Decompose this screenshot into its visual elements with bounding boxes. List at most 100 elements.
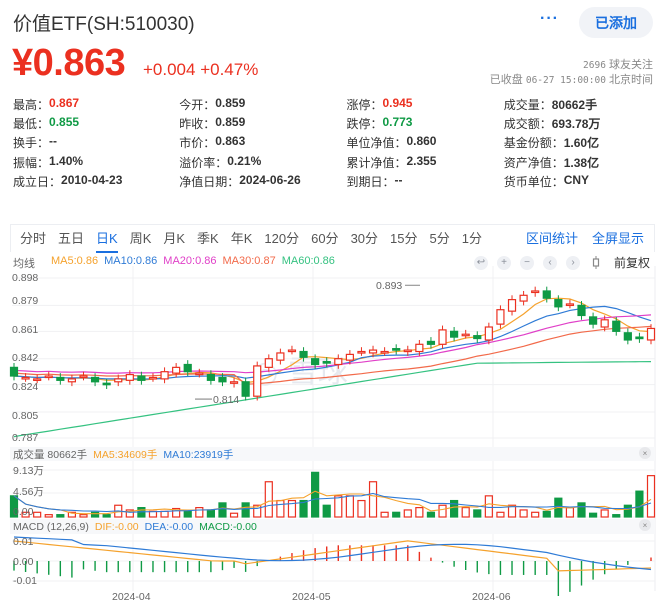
ma-legend-title: 均线 [13,258,35,270]
zoom-in-icon[interactable]: + [496,255,511,270]
ma5-value: MA5:0.86 [51,255,99,267]
quote-label: 货币单位： [503,174,564,189]
quote-cell: 溢价率： 0.21% [179,154,346,171]
period-tab[interactable]: 月K [163,230,186,246]
quote-cell: 基金份额： 1.60亿 [504,134,653,151]
period-tab[interactable]: 日K [96,225,118,253]
quote-label: 涨停： [346,98,383,113]
price-axis-label: 0.879 [12,295,39,307]
svg-text:0.814: 0.814 [213,394,239,406]
ma20-value: MA20:0.86 [163,255,217,267]
period-tab[interactable]: 120分 [264,230,300,246]
quote-label: 成交额： [503,117,552,132]
quote-label: 到期日： [346,174,395,189]
quote-label: 最低： [13,117,50,132]
quote-cell: 市价： 0.863 [179,134,346,151]
volume-axis-mid: 4.56万 [13,486,44,498]
volume-label: 成交量 80662手 [13,448,88,461]
quote-label: 成立日： [13,174,62,189]
quote-value: 0.773 [382,115,413,130]
quote-value: 2010-04-23 [61,172,123,187]
candle-style-icon[interactable] [589,256,603,270]
quote-label: 溢价率： [179,155,228,170]
zoom-out-icon[interactable]: − [519,255,534,270]
fullscreen-link[interactable]: 全屏显示 [591,231,644,246]
quote-label: 市价： [179,136,216,151]
quote-row: 最低： 0.855 昨收： 0.859 跌停： 0.773 成交额： 693.78万 [13,114,653,133]
quote-cell: 换手： -- [13,134,179,151]
quote-cell: 昨收： 0.859 [179,115,346,132]
market-timestamp: 06-27 15:00:00 [525,75,606,86]
market-status-label: 已收盘 [489,74,523,86]
quote-cell: 成立日： 2010-04-23 [13,173,179,190]
period-tab[interactable]: 15分 [390,230,418,246]
price-axis-label: 0.805 [12,410,39,422]
security-title: 价值ETF(SH:510030) [13,14,195,35]
quote-value: CNY [563,172,590,187]
quote-value: 2.355 [406,153,437,168]
price-adjust-select[interactable]: 前复权 [613,256,650,270]
scroll-right-icon[interactable]: › [565,255,580,270]
current-price: ¥0.863 [12,42,126,84]
macd-dif: DIF:-0.00 [94,520,139,533]
ma60-value: MA60:0.86 [281,255,335,267]
date-label: 2024-04 [112,591,151,603]
quote-cell: 成交量： 80662手 [504,96,653,113]
scroll-left-icon[interactable]: ‹ [542,255,557,270]
quote-label: 换手： [13,136,50,151]
period-tab[interactable]: 1分 [461,230,482,246]
period-tab[interactable]: 分时 [20,230,47,246]
quote-cell: 到期日： -- [346,173,503,190]
quote-cell: 成交额： 693.78万 [504,115,653,132]
quote-cell: 累计净值： 2.355 [346,154,503,171]
followers-info: 2696 球友关注 [583,56,653,72]
volume-header: 成交量 80662手 MA5:34609手 MA10:23919手 × [10,447,655,461]
period-tab[interactable]: 周K [129,230,152,246]
period-tab[interactable]: 季K [197,230,219,246]
macd-axis-top: 0.01 [13,536,34,548]
quote-label: 资产净值： [503,155,564,170]
date-label: 2024-05 [292,591,331,603]
quote-cell: 跌停： 0.773 [346,115,503,132]
quote-value: 1.40% [49,153,84,168]
period-tab[interactable]: 60分 [311,230,339,246]
close-macd-icon[interactable]: × [639,519,651,531]
timezone-label: 北京时间 [609,74,653,86]
volume-axis-zero: 0.00 [13,506,34,518]
volume-axis-top: 9.13万 [13,465,44,477]
period-tab[interactable]: 五日 [58,230,85,246]
price-axis-label: 0.842 [12,352,39,364]
chart-toolbar: ↩ + − ‹ › 前复权 [473,254,650,271]
macd-header: MACD (12,26,9) DIF:-0.00 DEA:-0.00 MACD:… [10,519,655,534]
undo-icon[interactable]: ↩ [473,255,488,270]
quote-label: 跌停： [346,117,383,132]
period-tab[interactable]: 5分 [429,230,450,246]
range-stats-link[interactable]: 区间统计 [525,231,578,246]
quote-value: 0.860 [406,134,437,149]
more-options-button[interactable]: ··· [540,10,559,27]
ma10-value: MA10:0.86 [104,255,158,267]
price-axis-label: 0.898 [12,272,39,284]
quote-cell: 资产净值： 1.38亿 [504,154,653,171]
quote-label: 成交量： [503,98,552,113]
ma30-value: MA30:0.87 [222,255,276,267]
price-axis-label: 0.824 [12,381,39,393]
quote-value: 0.859 [215,96,246,111]
quote-value: 0.867 [49,96,80,111]
quote-value: 0.859 [215,115,246,130]
macd-axis-mid: 0.00 [13,556,34,568]
close-volume-icon[interactable]: × [639,447,651,459]
price-change: +0.004 +0.47% [143,60,259,79]
quote-grid: 最高： 0.867 今开： 0.859 涨停： 0.945 成交量： 80662手 最低： 0.8… [13,95,653,191]
period-tab[interactable]: 30分 [350,230,379,246]
quote-label: 累计净值： [346,155,407,170]
quote-value: 1.38亿 [563,155,600,170]
followers-label: 球友关注 [609,59,653,71]
quote-cell: 净值日期： 2024-06-26 [179,173,346,190]
quote-value: 1.60亿 [563,136,600,151]
followers-count: 2696 [583,60,606,71]
period-tab[interactable]: 年K [230,230,253,246]
watchlist-added-button[interactable]: 已添加 [579,7,653,38]
quote-value: 80662手 [551,98,598,113]
